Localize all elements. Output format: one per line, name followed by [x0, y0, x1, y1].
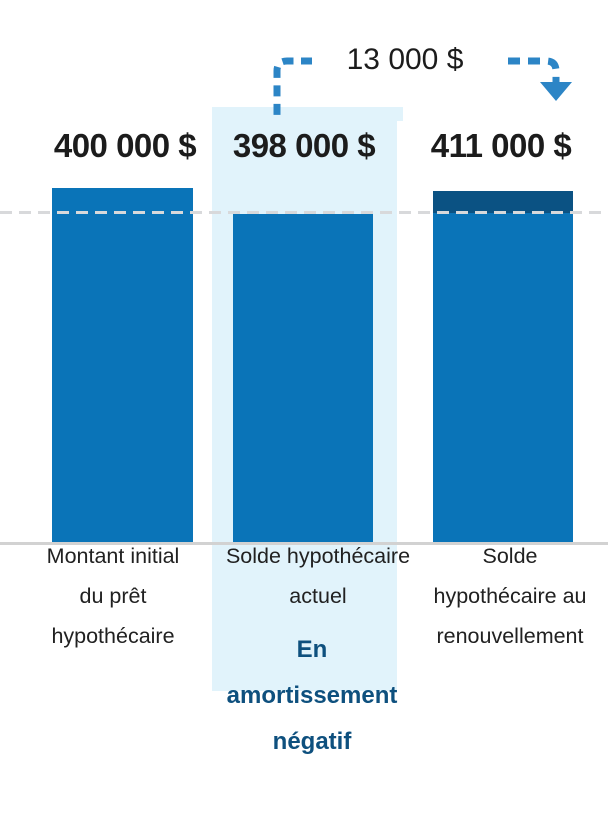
note-line: négatif — [272, 728, 352, 755]
x-axis-line — [0, 542, 608, 545]
bar-current-balance — [233, 214, 373, 542]
bar-initial-loan — [52, 188, 193, 542]
x-label-line: Solde hypothécaire — [225, 544, 411, 568]
bar-renewal-balance — [433, 213, 573, 542]
baseline-dashed-gridline — [0, 211, 608, 214]
x-label-line: hypothécaire au — [433, 584, 587, 608]
x-label-renewal-balance: Solde hypothécaire au renouvellement — [434, 536, 587, 656]
highlight-band-step — [397, 107, 403, 121]
x-label-line: Montant initial — [46, 544, 180, 568]
x-label-line: actuel — [289, 584, 347, 608]
value-label-renewal: 411 000 $ — [430, 127, 572, 164]
annotation-dashed-arrow — [273, 57, 572, 115]
negative-amortization-note: En amortissement négatif — [227, 627, 398, 765]
value-label-initial: 400 000 $ — [53, 127, 197, 164]
x-label-line: Solde — [482, 544, 538, 568]
annotation-difference-label: 13 000 $ — [346, 43, 464, 76]
x-label-initial-loan: Montant initial du prêt hypothécaire — [47, 536, 180, 656]
value-label-current: 398 000 $ — [232, 127, 376, 164]
bar-renewal-added-segment — [433, 191, 573, 213]
x-label-current-balance: Solde hypothécaire actuel — [226, 536, 410, 616]
note-line: amortissement — [226, 682, 398, 709]
x-label-line: du prêt — [79, 584, 147, 608]
annotation-arrowhead-icon — [540, 82, 572, 101]
note-line: En — [296, 636, 328, 663]
x-label-line: renouvellement — [436, 624, 584, 648]
annotation-right-connector — [508, 57, 560, 84]
annotation-left-connector — [273, 57, 312, 115]
x-label-line: hypothécaire — [51, 624, 175, 648]
